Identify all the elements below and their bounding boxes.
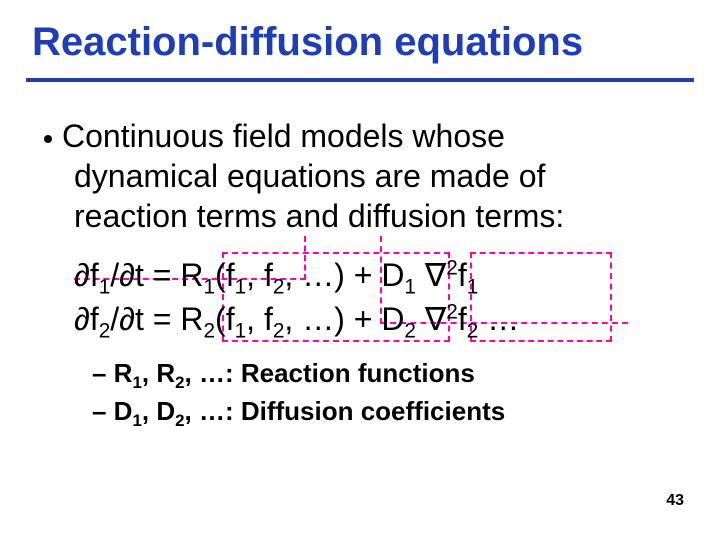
page-number: 43 bbox=[666, 492, 684, 510]
bullet-line-2: dynamical equations are made of bbox=[74, 158, 545, 195]
bullet-line-1: Continuous field models whose bbox=[44, 118, 505, 155]
equation-1: ∂f1/∂t = R1(f1, f2, …) + D1 ∇2f1 bbox=[74, 256, 478, 294]
equation-2: ∂f2/∂t = R2(f1, f2, …) + D2 ∇2f2 … bbox=[74, 300, 519, 338]
bullet-line-3: reaction terms and diffusion terms: bbox=[74, 198, 564, 235]
reaction-terms-label: reaction terms bbox=[74, 198, 277, 234]
bullet-text-2: dynamical equations are made of bbox=[74, 158, 545, 194]
bullet-dot-icon bbox=[44, 135, 52, 143]
bullet-text-3c: : bbox=[555, 198, 564, 234]
slide: { "title": { "text": "Reaction-diffusion… bbox=[0, 0, 720, 540]
definition-diffusion-coefficients: – D1, D2, …: Diffusion coefficients bbox=[92, 396, 505, 427]
definition-reaction-functions: – R1, R2, …: Reaction functions bbox=[92, 358, 475, 389]
title-underline bbox=[26, 78, 694, 82]
diffusion-terms-label: diffusion terms bbox=[348, 198, 556, 234]
bullet-text-3b: and bbox=[277, 198, 348, 234]
slide-title: Reaction-diffusion equations bbox=[32, 20, 583, 65]
bullet-text-1: Continuous field models whose bbox=[62, 118, 505, 154]
